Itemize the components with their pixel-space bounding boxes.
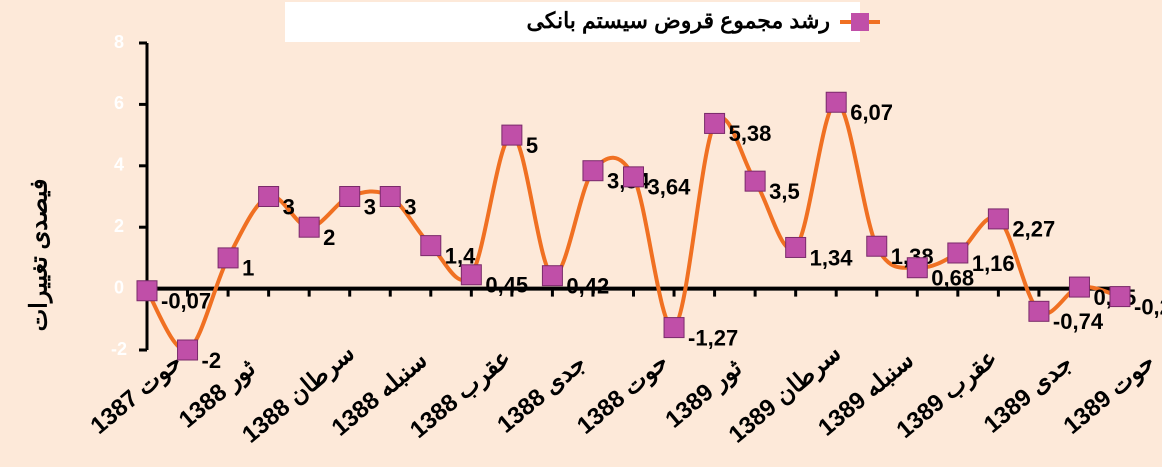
marker	[866, 235, 888, 257]
y-tick-label: 8	[114, 32, 124, 52]
data-label: 3	[283, 194, 295, 219]
y-tick-label: 4	[114, 155, 124, 175]
data-label: 3,5	[769, 179, 800, 204]
marker	[379, 186, 401, 207]
y-tick-label: 6	[114, 93, 124, 113]
marker	[420, 235, 442, 257]
marker	[906, 257, 928, 279]
marker	[582, 160, 604, 182]
marker	[785, 236, 807, 258]
marker	[258, 186, 280, 207]
data-label: 1,34	[810, 245, 854, 270]
data-label: 0,45	[485, 273, 528, 298]
marker	[177, 339, 199, 361]
data-label: 2,27	[1012, 217, 1055, 242]
marker	[1109, 286, 1131, 308]
data-label: 5	[526, 133, 538, 158]
y-tick-label: -2	[111, 339, 127, 359]
data-label: 2	[323, 225, 335, 250]
data-label: -0,07	[161, 289, 211, 314]
data-label: 3	[404, 194, 416, 219]
marker	[744, 170, 766, 192]
data-label: 0,68	[931, 266, 974, 291]
marker	[501, 124, 523, 146]
marker	[1028, 300, 1050, 322]
data-label: -0,74	[1053, 309, 1104, 334]
data-label: 0,42	[566, 274, 609, 299]
marker	[136, 280, 158, 302]
data-label: -1,27	[688, 325, 738, 350]
x-tick-label: حوت 1387	[85, 348, 187, 440]
data-label: 1,4	[445, 243, 476, 268]
data-label: 1	[242, 256, 254, 281]
y-tick-label: 2	[114, 216, 124, 236]
marker	[704, 112, 726, 134]
data-label: -0,26	[1134, 294, 1162, 319]
marker	[947, 242, 969, 264]
series-line	[145, 100, 1121, 353]
marker	[541, 265, 563, 287]
marker	[623, 166, 644, 188]
marker	[1068, 276, 1090, 298]
y-tick-label: 0	[114, 277, 124, 297]
data-label: 5,38	[729, 121, 772, 146]
marker	[298, 216, 320, 238]
data-label: 3	[364, 194, 376, 219]
data-label: 3,64	[648, 175, 692, 200]
data-label: 1,16	[972, 251, 1015, 276]
data-label: -2	[202, 348, 222, 373]
marker	[663, 317, 685, 339]
marker	[987, 208, 1009, 230]
marker	[460, 264, 482, 286]
marker	[217, 247, 239, 269]
x-tick-label: حوت 1388	[572, 348, 674, 440]
marker	[825, 91, 847, 113]
legend-box	[285, 2, 860, 42]
y-axis-title: فیصدی تغییرات	[25, 179, 53, 332]
data-label: 6,07	[850, 100, 893, 125]
legend-marker	[851, 13, 869, 31]
legend-label: رشد مجموع قروض سیستم بانکی	[526, 8, 830, 34]
marker	[339, 186, 361, 207]
x-tick-label: حوت 1389	[1058, 348, 1160, 440]
